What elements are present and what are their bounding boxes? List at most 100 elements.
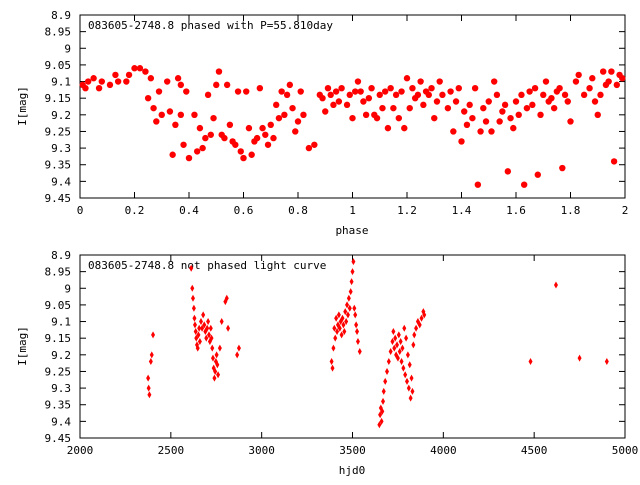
y-tick-label: 9.45 — [45, 432, 72, 445]
data-point — [253, 134, 261, 142]
data-point — [151, 331, 156, 339]
y-tick-label: 9 — [64, 282, 71, 295]
data-point — [190, 284, 195, 292]
data-point — [396, 331, 401, 339]
y-tick-label: 9.2 — [51, 349, 71, 362]
data-point — [125, 71, 133, 79]
data-point — [147, 75, 155, 82]
data-point — [403, 371, 408, 379]
data-point — [340, 314, 345, 322]
data-point — [520, 181, 528, 188]
data-point — [112, 71, 119, 79]
data-point — [237, 148, 244, 155]
data-point — [499, 108, 506, 115]
data-point — [185, 154, 193, 162]
data-point — [217, 344, 222, 352]
data-point — [192, 321, 197, 329]
data-point — [412, 331, 417, 339]
x-tick-label: 1.8 — [561, 204, 581, 217]
data-point — [384, 124, 392, 132]
data-point — [142, 68, 149, 75]
data-point — [196, 124, 204, 132]
x-axis-label: hjd0 — [339, 464, 366, 477]
data-point — [201, 311, 206, 319]
data-point — [439, 91, 446, 99]
data-point — [589, 75, 596, 82]
data-point — [98, 78, 106, 85]
y-tick-label: 9.25 — [45, 125, 72, 138]
data-point — [575, 71, 582, 79]
data-point — [534, 171, 541, 178]
y-tick-label: 8.95 — [45, 26, 72, 39]
data-point — [488, 128, 495, 135]
data-point — [219, 318, 224, 326]
data-point — [444, 104, 452, 112]
data-point — [343, 308, 348, 316]
data-point — [264, 141, 272, 148]
data-point — [195, 344, 200, 352]
y-tick-label: 9.2 — [51, 109, 71, 122]
data-point — [114, 78, 122, 85]
data-point — [600, 68, 607, 75]
data-point — [373, 114, 381, 122]
data-point — [202, 134, 209, 142]
data-point — [433, 98, 441, 105]
data-point — [347, 304, 352, 312]
data-point — [226, 121, 234, 128]
data-point — [191, 111, 198, 119]
data-point — [147, 391, 152, 399]
data-point — [338, 85, 345, 92]
data-point — [403, 75, 411, 82]
data-point — [377, 421, 382, 429]
data-point — [380, 407, 385, 415]
data-point — [210, 344, 215, 352]
data-point — [591, 98, 599, 105]
data-point — [193, 148, 201, 155]
data-point — [493, 91, 501, 99]
data-point — [417, 78, 424, 85]
data-point — [401, 124, 408, 132]
data-point — [256, 85, 264, 92]
data-point — [477, 128, 484, 135]
x-tick-label: 1.2 — [397, 204, 417, 217]
data-point — [518, 91, 525, 99]
x-tick-label: 0.2 — [125, 204, 145, 217]
data-point — [200, 324, 205, 332]
data-point — [196, 331, 201, 339]
data-point — [422, 311, 427, 319]
data-point — [515, 111, 522, 119]
data-point — [619, 75, 626, 82]
data-point — [300, 111, 307, 119]
data-point — [408, 394, 413, 402]
data-point — [417, 321, 422, 329]
data-point — [400, 344, 405, 352]
chart-title: 083605-2748.8 phased with P=55.810day — [88, 19, 333, 32]
data-point — [378, 411, 383, 419]
data-point — [332, 88, 340, 95]
data-point — [341, 321, 346, 329]
data-point — [197, 338, 202, 346]
data-point — [216, 371, 221, 379]
data-point — [471, 85, 479, 92]
data-point — [210, 114, 217, 122]
data-point — [586, 85, 593, 92]
y-tick-label: 9.3 — [51, 142, 71, 155]
data-point — [362, 111, 370, 119]
data-point — [567, 118, 574, 125]
data-point — [561, 91, 569, 99]
data-point — [158, 111, 165, 119]
data-point — [331, 344, 336, 352]
data-point — [330, 101, 337, 109]
data-point — [337, 324, 342, 332]
data-point — [537, 111, 544, 119]
data-point — [610, 158, 618, 165]
data-point — [136, 65, 144, 72]
data-point — [226, 324, 231, 332]
y-tick-label: 8.9 — [51, 249, 71, 262]
data-point — [365, 94, 373, 102]
data-point — [392, 344, 397, 352]
y-tick-label: 8.95 — [45, 266, 72, 279]
data-point — [332, 324, 337, 332]
data-point — [193, 328, 198, 336]
data-point — [278, 88, 285, 95]
